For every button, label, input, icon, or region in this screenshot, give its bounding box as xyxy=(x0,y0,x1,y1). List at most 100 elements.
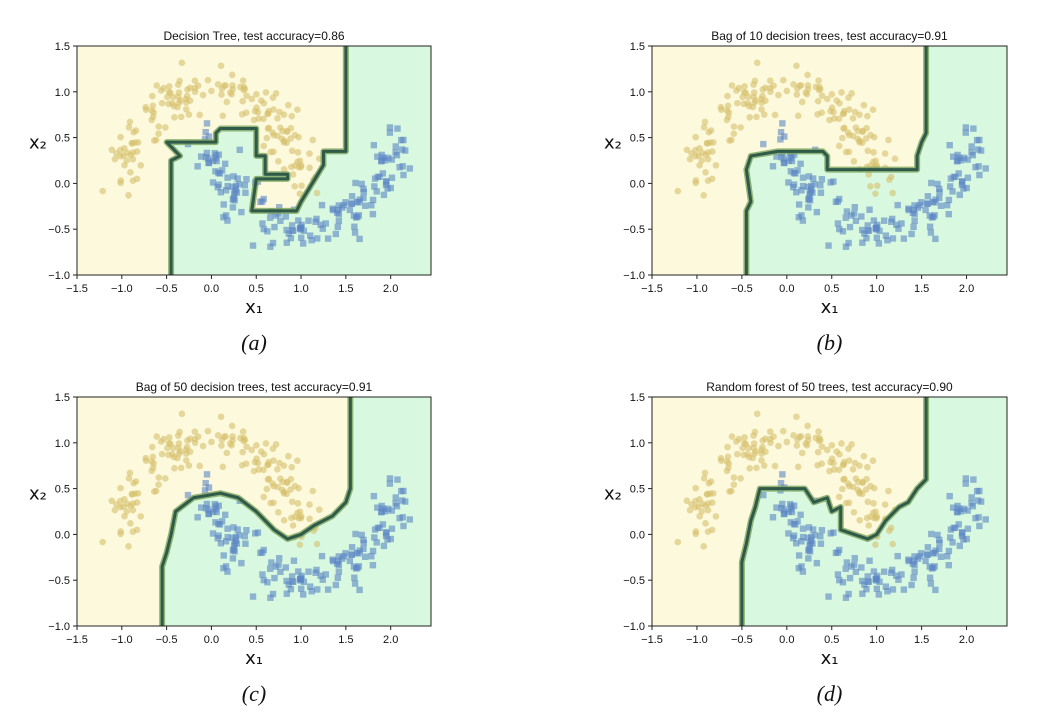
point-class1 xyxy=(376,173,383,181)
point-class1 xyxy=(804,183,812,191)
point-class1 xyxy=(307,583,314,590)
point-class0 xyxy=(830,466,838,473)
point-class0 xyxy=(851,459,859,467)
point-class0 xyxy=(840,458,848,466)
point-class1 xyxy=(779,471,786,478)
point-class1 xyxy=(936,545,943,553)
point-class1 xyxy=(946,492,953,500)
point-class0 xyxy=(280,517,288,524)
x-tick-label: −0.5 xyxy=(731,634,753,646)
point-class1 xyxy=(858,226,866,234)
point-class1 xyxy=(799,525,807,532)
point-class1 xyxy=(388,507,395,514)
point-class0 xyxy=(730,123,738,130)
point-class1 xyxy=(846,574,854,582)
point-class0 xyxy=(153,82,161,89)
point-class0 xyxy=(683,497,691,505)
point-class0 xyxy=(862,486,870,493)
point-class1 xyxy=(804,534,812,542)
point-class1 xyxy=(793,540,800,547)
point-class1 xyxy=(809,540,816,547)
point-class1 xyxy=(952,524,959,532)
point-class0 xyxy=(692,179,700,187)
point-class1 xyxy=(973,487,981,495)
point-class1 xyxy=(205,506,212,514)
point-class0 xyxy=(294,158,301,166)
point-class1 xyxy=(385,154,392,162)
point-class0 xyxy=(686,506,694,514)
point-class0 xyxy=(700,542,707,550)
point-class0 xyxy=(779,76,787,84)
point-class1 xyxy=(858,564,865,571)
point-class0 xyxy=(214,432,222,439)
point-class1 xyxy=(932,235,939,243)
point-class0 xyxy=(867,482,874,490)
point-class1 xyxy=(283,590,291,597)
point-class1 xyxy=(960,536,967,543)
point-class0 xyxy=(860,452,868,460)
point-class1 xyxy=(875,240,883,247)
point-class1 xyxy=(379,170,387,177)
x-tick-label: 1.5 xyxy=(338,283,353,295)
point-class0 xyxy=(288,463,296,471)
point-class1 xyxy=(241,182,249,189)
y-tick-label: −1.0 xyxy=(48,270,70,282)
point-class1 xyxy=(884,588,891,595)
point-class1 xyxy=(927,580,935,587)
point-class1 xyxy=(790,151,798,158)
point-class1 xyxy=(356,235,363,243)
y-tick-label: 0.0 xyxy=(630,529,645,541)
point-class1 xyxy=(818,176,826,183)
y-tick-label: 0.0 xyxy=(55,529,70,541)
point-class0 xyxy=(696,161,703,169)
y-tick-label: −0.5 xyxy=(623,224,645,236)
point-class0 xyxy=(196,111,204,119)
point-class1 xyxy=(832,549,840,557)
point-class0 xyxy=(239,97,246,105)
point-class1 xyxy=(238,208,245,216)
point-class0 xyxy=(881,150,889,157)
point-class1 xyxy=(242,189,249,196)
point-class0 xyxy=(265,124,273,132)
point-class0 xyxy=(263,485,271,493)
point-class1 xyxy=(224,217,231,224)
point-class1 xyxy=(806,548,814,555)
y-tick-label: 1.0 xyxy=(630,87,645,99)
point-class1 xyxy=(271,574,278,582)
point-class1 xyxy=(958,532,966,540)
y-tick-label: 1.5 xyxy=(55,41,70,53)
point-class1 xyxy=(371,175,379,182)
point-class1 xyxy=(276,555,283,562)
point-class1 xyxy=(360,545,367,553)
x-tick-label: 0.0 xyxy=(779,283,794,295)
point-class1 xyxy=(785,179,792,186)
point-class1 xyxy=(392,143,399,150)
point-class1 xyxy=(922,206,929,214)
point-class1 xyxy=(911,561,918,569)
point-class1 xyxy=(351,574,358,581)
point-class1 xyxy=(937,553,945,560)
point-class1 xyxy=(305,217,312,224)
point-class1 xyxy=(798,538,805,545)
point-class0 xyxy=(818,92,826,99)
point-class1 xyxy=(949,188,956,195)
point-class1 xyxy=(324,235,332,242)
chart-title: Bag of 50 decision trees, test accuracy=… xyxy=(136,380,373,394)
point-class0 xyxy=(309,487,317,495)
point-class1 xyxy=(377,158,385,165)
point-class0 xyxy=(737,475,744,482)
y-tick-label: −1.0 xyxy=(48,621,70,633)
point-class1 xyxy=(864,573,871,580)
point-class1 xyxy=(870,568,878,575)
point-class1 xyxy=(229,534,236,542)
point-class1 xyxy=(872,225,879,232)
point-class0 xyxy=(183,92,191,100)
point-class1 xyxy=(277,217,284,225)
point-class1 xyxy=(386,475,394,482)
point-class0 xyxy=(113,501,120,508)
point-class1 xyxy=(846,223,854,231)
point-class1 xyxy=(358,180,365,188)
point-class0 xyxy=(717,103,725,111)
point-class0 xyxy=(185,462,193,469)
point-class1 xyxy=(202,479,209,487)
